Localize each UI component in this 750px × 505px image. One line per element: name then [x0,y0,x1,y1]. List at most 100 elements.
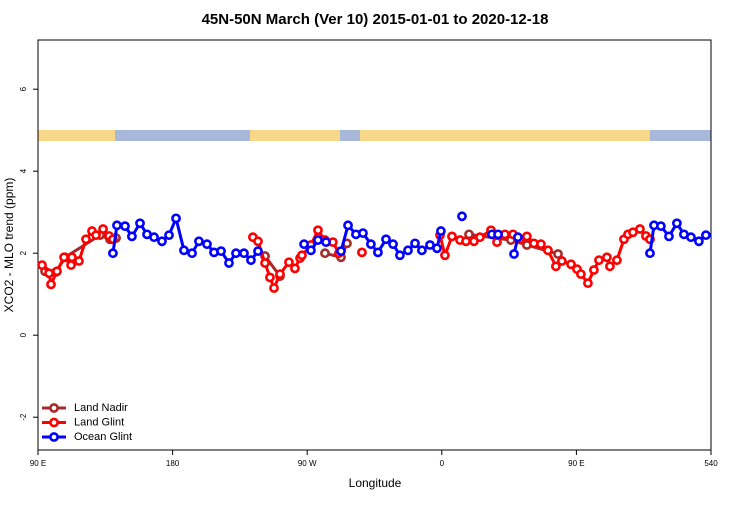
point [194,236,204,247]
point [284,257,294,268]
x-tick-label: 180 [166,459,180,468]
x-tick-label: 540 [704,459,718,468]
point [231,248,241,259]
legend-label: Land Nadir [74,402,128,414]
point [343,220,353,231]
point [672,218,682,229]
point [187,248,197,259]
point [108,248,118,259]
point [457,211,467,222]
point [260,258,270,268]
point [686,232,696,243]
point [357,247,367,258]
point [74,256,84,266]
point [313,235,323,245]
point [66,260,76,270]
point [403,245,413,256]
point [410,238,420,249]
point [509,249,519,259]
point [381,234,391,245]
point [701,230,711,241]
legend-label: Land Glint [74,416,124,428]
point [605,261,615,272]
land-strip [250,130,340,141]
point [81,234,91,245]
point [171,213,181,224]
x-tick-label: 90 W [298,459,317,468]
point [553,249,563,259]
point [543,245,553,256]
point [440,250,450,261]
point [320,248,330,259]
point [447,231,457,242]
point [239,248,249,259]
point [388,239,398,250]
land-strip [360,130,650,141]
point [52,266,62,277]
point [373,247,383,258]
point [566,259,576,270]
point [693,236,704,247]
point [149,232,159,243]
point [336,246,346,257]
y-axis-label: XCO2 - MLO trend (ppm) [2,178,16,313]
chart-title: 45N-50N March (Ver 10) 2015-01-01 to 202… [202,11,549,28]
point [475,232,485,243]
point [224,258,234,268]
point [395,250,405,261]
point [253,246,263,257]
point [358,228,368,239]
point [46,279,56,290]
point [299,239,309,250]
point [417,245,427,256]
point [521,231,532,242]
point [588,265,599,275]
point [253,236,263,247]
x-tick-label: 0 [440,459,445,468]
land-strip [38,130,115,141]
point [635,224,645,234]
point [602,252,612,263]
point [436,226,446,236]
point [216,246,226,257]
point [536,239,546,250]
point [612,255,622,266]
y-tick-label: 2 [19,250,28,255]
y-tick-label: 4 [19,168,28,173]
point [461,236,471,247]
point [313,225,323,236]
plot-frame [37,39,712,451]
point [575,269,586,280]
point [556,256,567,266]
point [98,224,108,234]
point [432,243,442,254]
point [59,252,69,263]
legend-label: Ocean Glint [74,431,132,443]
point [127,231,137,242]
point [135,218,145,229]
point [664,231,674,242]
y-tick-label: 0 [19,332,28,337]
point [202,239,212,250]
legend-marker [49,403,59,413]
x-tick-label: 90 E [568,459,584,468]
y-tick-label: -2 [19,413,28,421]
y-tick-label: 6 [19,86,28,91]
x-axis-label: Longitude [349,476,402,490]
point [37,260,47,270]
point [655,221,666,232]
point [120,221,130,232]
point [179,245,189,256]
point [112,220,122,231]
point [290,263,300,274]
point [321,237,331,248]
point [493,229,503,240]
legend-marker [49,417,59,428]
point [366,239,376,250]
point [306,245,316,256]
point [513,232,523,243]
point [645,248,655,259]
point [594,255,604,266]
point [44,268,54,279]
